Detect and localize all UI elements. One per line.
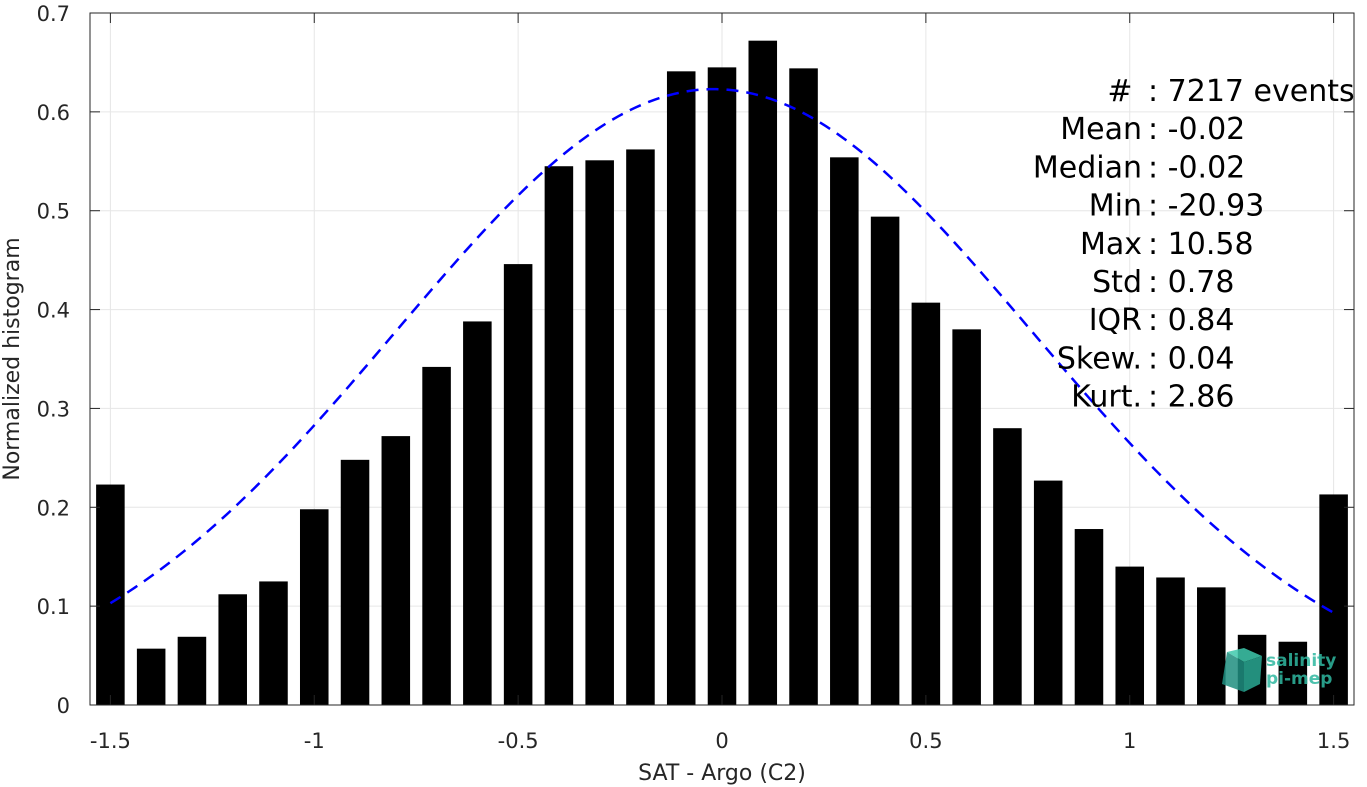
histogram-bar (381, 436, 411, 705)
histogram-bar (259, 581, 288, 705)
stat-value: : -0.02 (1148, 112, 1245, 147)
stat-value: : 0.84 (1148, 303, 1234, 338)
y-tick-label: 0.1 (37, 595, 70, 619)
histogram-bar (340, 459, 370, 705)
stat-label: Max (1080, 227, 1142, 262)
stat-value: : -0.02 (1148, 150, 1245, 185)
y-tick-label: 0.5 (37, 200, 70, 224)
stat-label: Mean (1060, 112, 1142, 147)
histogram-bar (1197, 587, 1226, 705)
histogram-bar (1115, 566, 1145, 705)
stat-line: # : 7217 events (1107, 74, 1354, 109)
stat-line: Median: -0.02 (1033, 150, 1245, 185)
x-tick-label: -1 (304, 729, 325, 753)
stat-label: # (1107, 74, 1142, 109)
salinity-pimep-logo: salinity pi-mep (1222, 648, 1336, 692)
stat-value: : 0.78 (1148, 265, 1234, 300)
stat-label: IQR (1089, 303, 1142, 338)
cube-logo-icon (1222, 648, 1262, 692)
stat-label: Min (1089, 189, 1142, 224)
x-tick-label: -0.5 (498, 729, 539, 753)
histogram-bar (626, 149, 655, 705)
histogram-bar (1074, 529, 1104, 705)
histogram-bar (422, 366, 451, 705)
y-tick-label: 0.2 (37, 496, 70, 520)
histogram-bar (993, 428, 1022, 705)
stat-label: Median (1033, 150, 1142, 185)
stat-line: Std: 0.78 (1092, 265, 1234, 300)
axis-ticks (90, 12, 1354, 706)
histogram-bars (96, 40, 1348, 706)
y-tick-label: 0.7 (37, 2, 70, 26)
histogram-bar (463, 321, 492, 705)
histogram-bar (1033, 480, 1063, 705)
x-axis-title: SAT - Argo (C2) (638, 761, 806, 786)
histogram-bar (96, 484, 125, 705)
histogram-bar (666, 71, 696, 706)
x-tick-label: 1 (1123, 729, 1136, 753)
stat-line: Mean: -0.02 (1060, 112, 1245, 147)
histogram-bar (870, 216, 900, 705)
x-tick-label: -1.5 (90, 729, 131, 753)
stat-label: Kurt. (1071, 380, 1142, 415)
histogram-bar (177, 636, 207, 705)
stat-value: : 10.58 (1148, 227, 1254, 262)
histogram-bar (585, 160, 614, 706)
gaussian-fit-curve (109, 87, 1335, 614)
stat-value: : 0.04 (1148, 341, 1234, 376)
x-tick-label: 0 (715, 729, 728, 753)
histogram-bar (789, 68, 818, 706)
histogram-bar (1278, 641, 1308, 705)
stat-label: Skew. (1057, 341, 1142, 376)
histogram-bar (218, 594, 247, 705)
stat-value: : 7217 events (1148, 74, 1355, 109)
stat-label: Std (1092, 265, 1142, 300)
y-tick-labels: 0 0.1 0.2 0.3 0.4 0.5 0.6 0.7 (37, 2, 70, 718)
x-tick-labels: -1.5 -1 -0.5 0 0.5 1 1.5 (90, 729, 1350, 753)
histogram-bar (544, 166, 574, 705)
y-tick-label: 0.4 (37, 299, 70, 323)
histogram-bar (136, 648, 166, 705)
histogram-bar (1319, 494, 1348, 705)
x-tick-label: 1.5 (1317, 729, 1350, 753)
stat-value: : 2.86 (1148, 380, 1234, 415)
stat-line: IQR: 0.84 (1089, 303, 1235, 338)
histogram-bar (911, 302, 941, 705)
stat-line: Max: 10.58 (1080, 227, 1254, 262)
y-axis-title: Normalized histogram (0, 237, 25, 480)
y-tick-label: 0 (57, 694, 70, 718)
histogram-bar (1156, 577, 1185, 705)
histogram-bar (952, 329, 981, 705)
stat-line: Skew.: 0.04 (1057, 341, 1235, 376)
stat-value: : -20.93 (1148, 189, 1264, 224)
stat-line: Min: -20.93 (1089, 189, 1265, 224)
x-tick-label: 0.5 (909, 729, 942, 753)
y-tick-label: 0.6 (37, 101, 70, 125)
histogram-bar (707, 67, 737, 705)
y-tick-label: 0.3 (37, 397, 70, 421)
histogram-bar (748, 40, 778, 706)
logo-line-2: pi-mep (1266, 669, 1332, 689)
histogram-bar (299, 509, 329, 705)
histogram-bar (503, 264, 533, 705)
logo-line-1: salinity (1266, 651, 1336, 671)
stat-line: Kurt.: 2.86 (1071, 380, 1234, 415)
histogram-bar (830, 157, 859, 705)
